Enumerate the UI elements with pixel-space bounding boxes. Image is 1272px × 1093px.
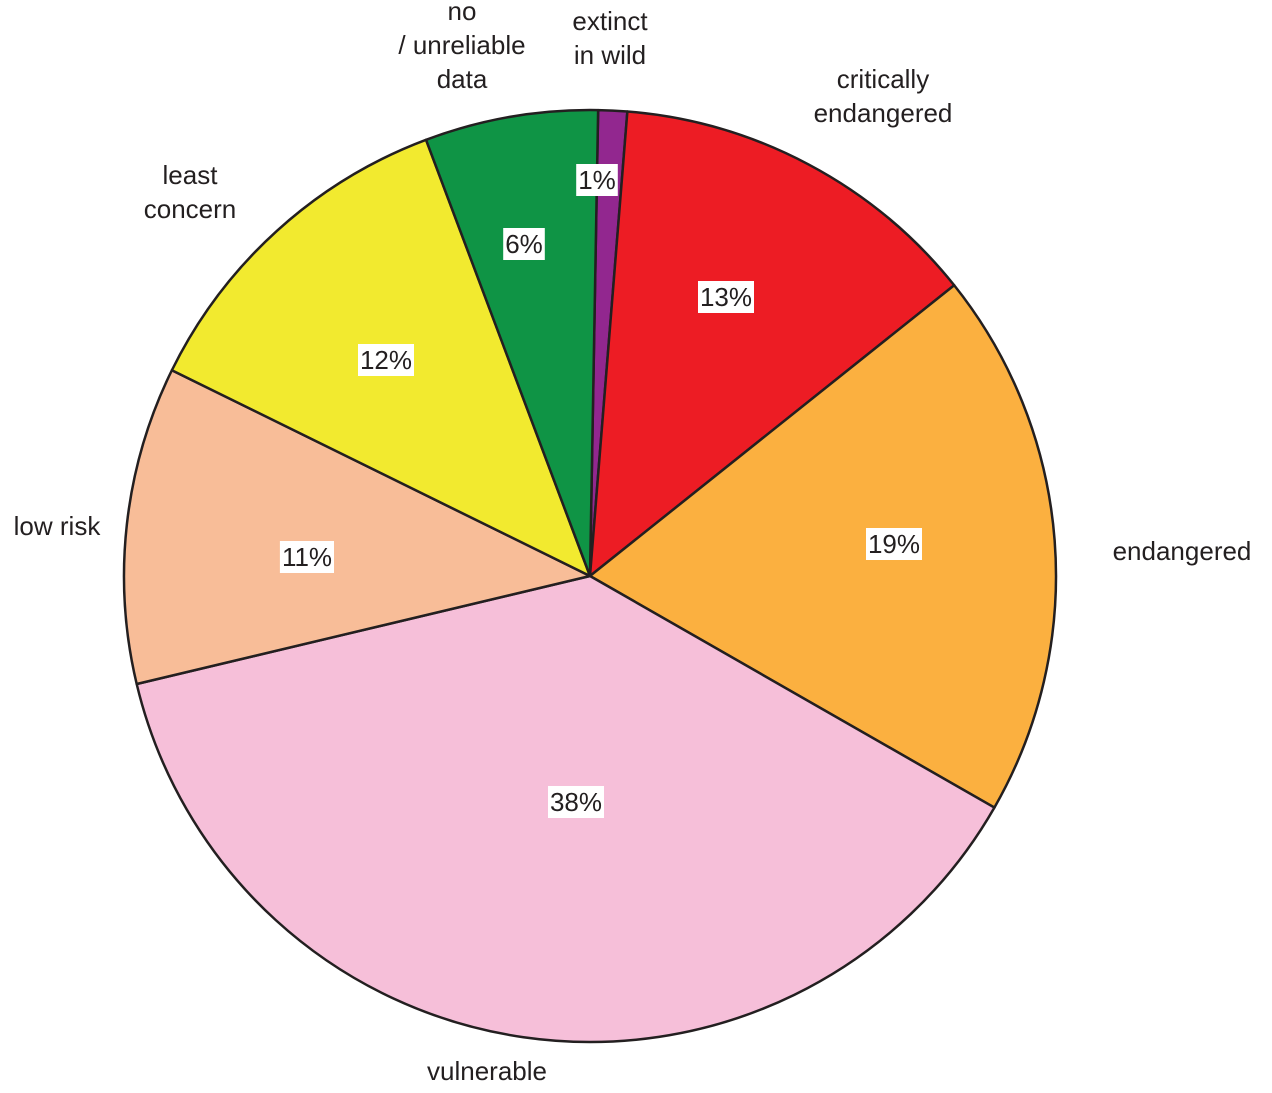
percentage-label-background (548, 786, 604, 818)
percentage-label-text: 38% (550, 787, 602, 817)
percentage-label-background (503, 228, 545, 260)
pie-slice-no-unreliable-data (424, 108, 600, 578)
percentage-label-background (866, 528, 922, 560)
pie-slice-low-risk (122, 369, 592, 686)
category-label-line: concern (144, 194, 237, 224)
percentage-label-text: 19% (868, 529, 920, 559)
percentage-label-background (358, 344, 414, 376)
category-label-line: endangered (1113, 536, 1252, 566)
percentage-label-background (576, 164, 618, 196)
percentage-label-text: 1% (578, 165, 616, 195)
percentage-label-text: 6% (505, 229, 543, 259)
percentage-label-extinct-in-wild: 1% (576, 164, 618, 196)
category-label-line: data (437, 64, 488, 94)
percentage-label-least-concern: 12% (358, 344, 414, 376)
percentage-label-no-unreliable-data: 6% (503, 228, 545, 260)
category-label-endangered: endangered (1113, 536, 1252, 566)
category-label-line: endangered (814, 98, 953, 128)
pie-slice-critically-endangered (588, 110, 956, 578)
category-label-extinct-in-wild: extinct in wild (572, 6, 648, 70)
percentage-label-low-risk: 11% (279, 541, 334, 573)
category-label-line: no (448, 0, 477, 26)
percentage-label-text: 11% (282, 542, 332, 572)
category-label-line: least (163, 160, 219, 190)
percentage-label-background (698, 281, 754, 313)
category-label-low-risk: low risk (14, 511, 102, 541)
percentage-label-background (279, 541, 334, 573)
category-label-line: in wild (574, 40, 646, 70)
category-label-line: / unreliable (398, 30, 525, 60)
percentage-label-text: 12% (360, 345, 412, 375)
percentage-label-critically-endangered: 13% (698, 281, 754, 313)
category-label-least-concern: least concern (144, 160, 237, 224)
category-label-vulnerable: vulnerable (427, 1056, 547, 1086)
percentage-label-text: 13% (700, 282, 752, 312)
category-label-line: extinct (572, 6, 648, 36)
category-labels: extinct in wild critically endangered endang… (14, 0, 1252, 1086)
percentage-label-endangered: 19% (866, 528, 922, 560)
percentage-labels: 1% 13% 19% 38% 11% 12% 6% (279, 164, 922, 818)
category-label-no-unreliable-data: no / unreliable data (398, 0, 525, 94)
pie-slice-endangered (588, 284, 1058, 809)
category-label-line: low risk (14, 511, 102, 541)
category-label-critically-endangered: critically endangered (814, 64, 953, 128)
category-label-line: vulnerable (427, 1056, 547, 1086)
category-label-line: critically (837, 64, 929, 94)
percentage-label-vulnerable: 38% (548, 786, 604, 818)
pie-slices (122, 108, 1058, 1044)
